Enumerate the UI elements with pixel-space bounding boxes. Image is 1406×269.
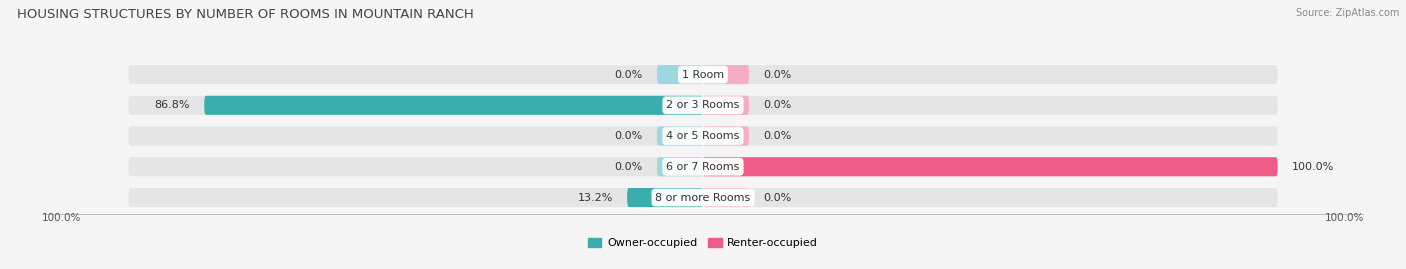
Text: 13.2%: 13.2% (578, 193, 613, 203)
Text: 0.0%: 0.0% (763, 70, 792, 80)
Text: 0.0%: 0.0% (763, 131, 792, 141)
Text: 0.0%: 0.0% (614, 162, 643, 172)
FancyBboxPatch shape (703, 96, 749, 115)
FancyBboxPatch shape (128, 157, 1278, 176)
FancyBboxPatch shape (204, 96, 703, 115)
FancyBboxPatch shape (703, 157, 1278, 176)
Text: 86.8%: 86.8% (155, 100, 190, 110)
FancyBboxPatch shape (703, 65, 749, 84)
Legend: Owner-occupied, Renter-occupied: Owner-occupied, Renter-occupied (583, 233, 823, 253)
Text: 0.0%: 0.0% (614, 70, 643, 80)
Text: 8 or more Rooms: 8 or more Rooms (655, 193, 751, 203)
FancyBboxPatch shape (703, 126, 749, 146)
Text: HOUSING STRUCTURES BY NUMBER OF ROOMS IN MOUNTAIN RANCH: HOUSING STRUCTURES BY NUMBER OF ROOMS IN… (17, 8, 474, 21)
Text: Source: ZipAtlas.com: Source: ZipAtlas.com (1295, 8, 1399, 18)
FancyBboxPatch shape (128, 65, 1278, 84)
Text: 4 or 5 Rooms: 4 or 5 Rooms (666, 131, 740, 141)
FancyBboxPatch shape (657, 126, 703, 146)
Text: 100.0%: 100.0% (1292, 162, 1334, 172)
FancyBboxPatch shape (657, 157, 703, 176)
Text: 0.0%: 0.0% (763, 193, 792, 203)
Text: 6 or 7 Rooms: 6 or 7 Rooms (666, 162, 740, 172)
FancyBboxPatch shape (657, 65, 703, 84)
Text: 2 or 3 Rooms: 2 or 3 Rooms (666, 100, 740, 110)
FancyBboxPatch shape (128, 126, 1278, 146)
FancyBboxPatch shape (627, 188, 703, 207)
FancyBboxPatch shape (703, 188, 749, 207)
Text: 1 Room: 1 Room (682, 70, 724, 80)
Text: 0.0%: 0.0% (614, 131, 643, 141)
Text: 0.0%: 0.0% (763, 100, 792, 110)
Text: 100.0%: 100.0% (1324, 213, 1364, 224)
FancyBboxPatch shape (128, 96, 1278, 115)
FancyBboxPatch shape (128, 188, 1278, 207)
Text: 100.0%: 100.0% (42, 213, 82, 224)
